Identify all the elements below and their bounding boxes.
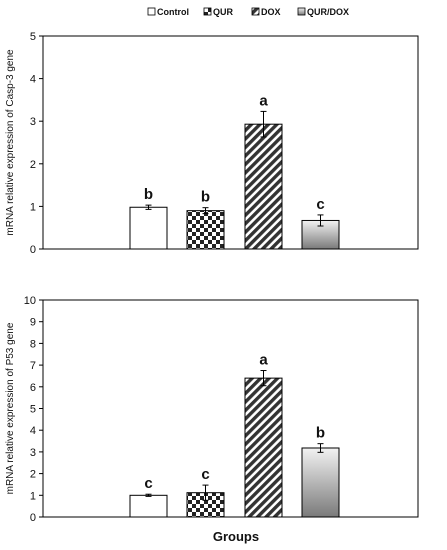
plot-frame — [42, 35, 419, 250]
y-tick-label: 7 — [30, 360, 36, 372]
y-tick-label: 4 — [30, 74, 36, 86]
y-tick-label: 8 — [30, 338, 36, 350]
bar-qur — [186, 210, 225, 250]
bar-control — [129, 206, 168, 250]
p53-chart: 0 1 2 3 4 5 6 7 8 9 10 mRNA relative expression of … — [5, 295, 419, 524]
significance-letter: c — [144, 475, 152, 492]
significance-letter: b — [144, 186, 153, 203]
y-tick-label: 1 — [30, 490, 36, 502]
legend-swatch — [297, 7, 306, 16]
y-tick-label: 5 — [30, 31, 36, 43]
legend-item: DOX — [251, 7, 281, 17]
significance-letter: c — [201, 466, 209, 483]
y-tick-label: 3 — [30, 447, 36, 459]
casp3-chart: 0 1 2 3 4 5 mRNA relative expression of Casp-3… — [5, 31, 419, 256]
y-tick-label: 0 — [30, 244, 36, 256]
significance-letter: b — [201, 189, 210, 206]
legend-label: Control — [157, 7, 189, 17]
legend: Control QUR DOX QUR/DOX — [147, 7, 349, 17]
significance-letter: a — [259, 92, 268, 109]
significance-letter: c — [316, 196, 324, 213]
y-tick-label: 10 — [24, 295, 36, 307]
y-tick-label: 6 — [30, 382, 36, 394]
significance-letter: b — [316, 425, 325, 442]
bar-dox — [244, 377, 283, 518]
y-axis-label: mRNA relative expression of P53 gene — [5, 322, 16, 494]
bar-control — [129, 494, 168, 518]
legend-item: QUR — [203, 7, 234, 17]
y-axis-label: mRNA relative expression of Casp-3 gene — [5, 49, 16, 236]
legend-label: QUR — [213, 7, 234, 17]
y-tick-label: 0 — [30, 512, 36, 524]
y-tick-label: 3 — [30, 116, 36, 128]
y-tick-label: 2 — [30, 469, 36, 481]
y-tick-label: 5 — [30, 404, 36, 416]
y-tick-label: 2 — [30, 159, 36, 171]
legend-swatch — [203, 7, 212, 16]
y-tick-label: 9 — [30, 317, 36, 329]
plot-frame — [42, 299, 419, 518]
legend-label: DOX — [261, 7, 281, 17]
bar-dox — [244, 123, 283, 250]
y-tick-label: 1 — [30, 201, 36, 213]
x-axis-label: Groups — [213, 529, 259, 544]
bar-qur-dox — [301, 447, 340, 518]
legend-item: QUR/DOX — [297, 7, 349, 17]
y-tick-label: 4 — [30, 425, 36, 437]
legend-swatch — [147, 7, 156, 16]
legend-label: QUR/DOX — [307, 7, 349, 17]
legend-item: Control — [147, 7, 189, 17]
significance-letter: a — [259, 352, 268, 369]
legend-swatch — [251, 7, 260, 16]
